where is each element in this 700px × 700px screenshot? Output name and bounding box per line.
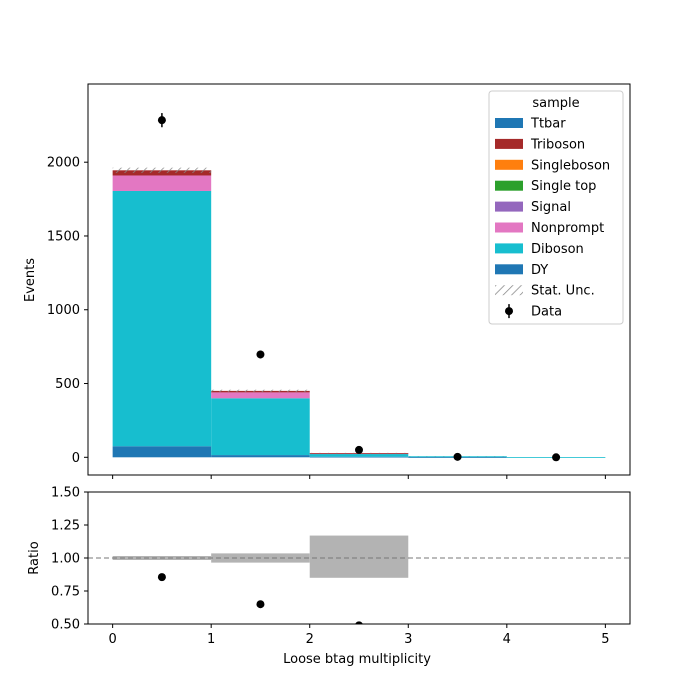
legend-swatch-diboson	[495, 243, 523, 254]
bar-diboson-bin-1	[211, 398, 310, 456]
legend-label-signal: Signal	[531, 200, 571, 215]
x-axis-label: Loose btag multiplicity	[283, 652, 431, 667]
upper-y-axis: 0 500 1000 1500 2000	[47, 156, 88, 466]
legend-label-dy: DY	[531, 263, 548, 278]
lower-x-tick-label-1: 1	[207, 632, 215, 647]
bar-nonprompt-bin-0	[112, 175, 212, 191]
legend-swatch-singleboson	[495, 159, 523, 170]
bar-dy-bin-1	[211, 455, 310, 458]
bar-dy-bin-2	[309, 456, 409, 458]
upper-y-tick-label-0: 0	[72, 451, 80, 466]
legend-title: sample	[532, 96, 579, 111]
upper-y-tick-label-1000: 1000	[47, 303, 80, 318]
ratio-unc-band-2	[309, 535, 409, 578]
legend-label-data: Data	[531, 305, 562, 320]
lower-y-tick-label-1.50: 1.50	[51, 486, 80, 501]
lower-x-tick-label-4: 4	[503, 632, 511, 647]
stat-unc-bin-0	[112, 167, 212, 173]
upper-panel: 0 500 1000 1500 2000 Events sample Ttbar Tribo…	[23, 83, 631, 479]
legend-label-diboson: Diboson	[531, 242, 584, 257]
legend-swatch-ttbar	[495, 118, 523, 128]
legend-swatch-dy	[495, 264, 523, 275]
lower-y-tick-label-0.75: 0.75	[51, 585, 80, 600]
ratio-point-1	[256, 600, 265, 609]
lower-x-axis: 0 1 2 3 4 5	[108, 624, 610, 647]
legend-swatch-signal	[495, 201, 523, 212]
lower-x-tick-label-3: 3	[404, 632, 412, 647]
legend-swatch-single-top	[495, 180, 523, 191]
data-point-0	[157, 116, 166, 125]
legend-label-ttbar: Ttbar	[530, 117, 566, 132]
lower-y-axis-label: Ratio	[27, 541, 42, 574]
legend-swatch-stat-unc-	[495, 285, 523, 296]
data-point-2	[355, 445, 363, 454]
data-point-4	[552, 453, 561, 462]
bar-diboson-bin-2	[309, 453, 409, 457]
legend-label-stat-unc-: Stat. Unc.	[531, 284, 595, 299]
bar-nonprompt-bin-1	[211, 392, 310, 399]
legend-swatch-triboson	[495, 138, 523, 149]
lower-y-tick-label-1.25: 1.25	[51, 519, 80, 534]
bar-dy-bin-0	[112, 446, 212, 458]
upper-y-axis-label: Events	[23, 258, 38, 302]
ratio-point-2	[355, 621, 363, 624]
upper-plot-frame	[87, 83, 631, 476]
lower-x-tick-label-0: 0	[108, 632, 116, 647]
lower-y-tick-label-0.50: 0.50	[51, 618, 80, 633]
legend-label-triboson: Triboson	[530, 137, 585, 152]
legend-marker-data	[505, 307, 513, 316]
lower-x-tick-label-5: 5	[601, 632, 609, 647]
lower-panel: 0.50 0.75 1.00 1.25 1.50 0 1 2 3 4 5 Ratio Loose …	[27, 486, 631, 667]
upper-x-ticks	[112, 475, 606, 479]
legend-swatch-nonprompt	[495, 222, 523, 233]
upper-y-tick-label-500: 500	[55, 377, 80, 392]
legend-label-single-top: Single top	[531, 179, 596, 194]
legend: sample Ttbar Triboson Singleboson Single top…	[488, 90, 624, 325]
stat-unc-bin-1	[211, 389, 310, 393]
lower-y-tick-label-1.00: 1.00	[51, 552, 80, 567]
legend-label-nonprompt: Nonprompt	[531, 221, 604, 236]
upper-y-tick-label-2000: 2000	[47, 156, 80, 171]
bar-diboson-bin-0	[112, 190, 212, 447]
lower-y-axis: 0.50 0.75 1.00 1.25 1.50	[51, 486, 88, 633]
legend-label-singleboson: Singleboson	[531, 158, 610, 173]
ratio-point-0	[157, 573, 166, 582]
upper-y-tick-label-1500: 1500	[47, 229, 80, 244]
data-point-1	[256, 350, 265, 359]
lower-x-tick-label-2: 2	[306, 632, 314, 647]
data-point-3	[453, 452, 462, 461]
